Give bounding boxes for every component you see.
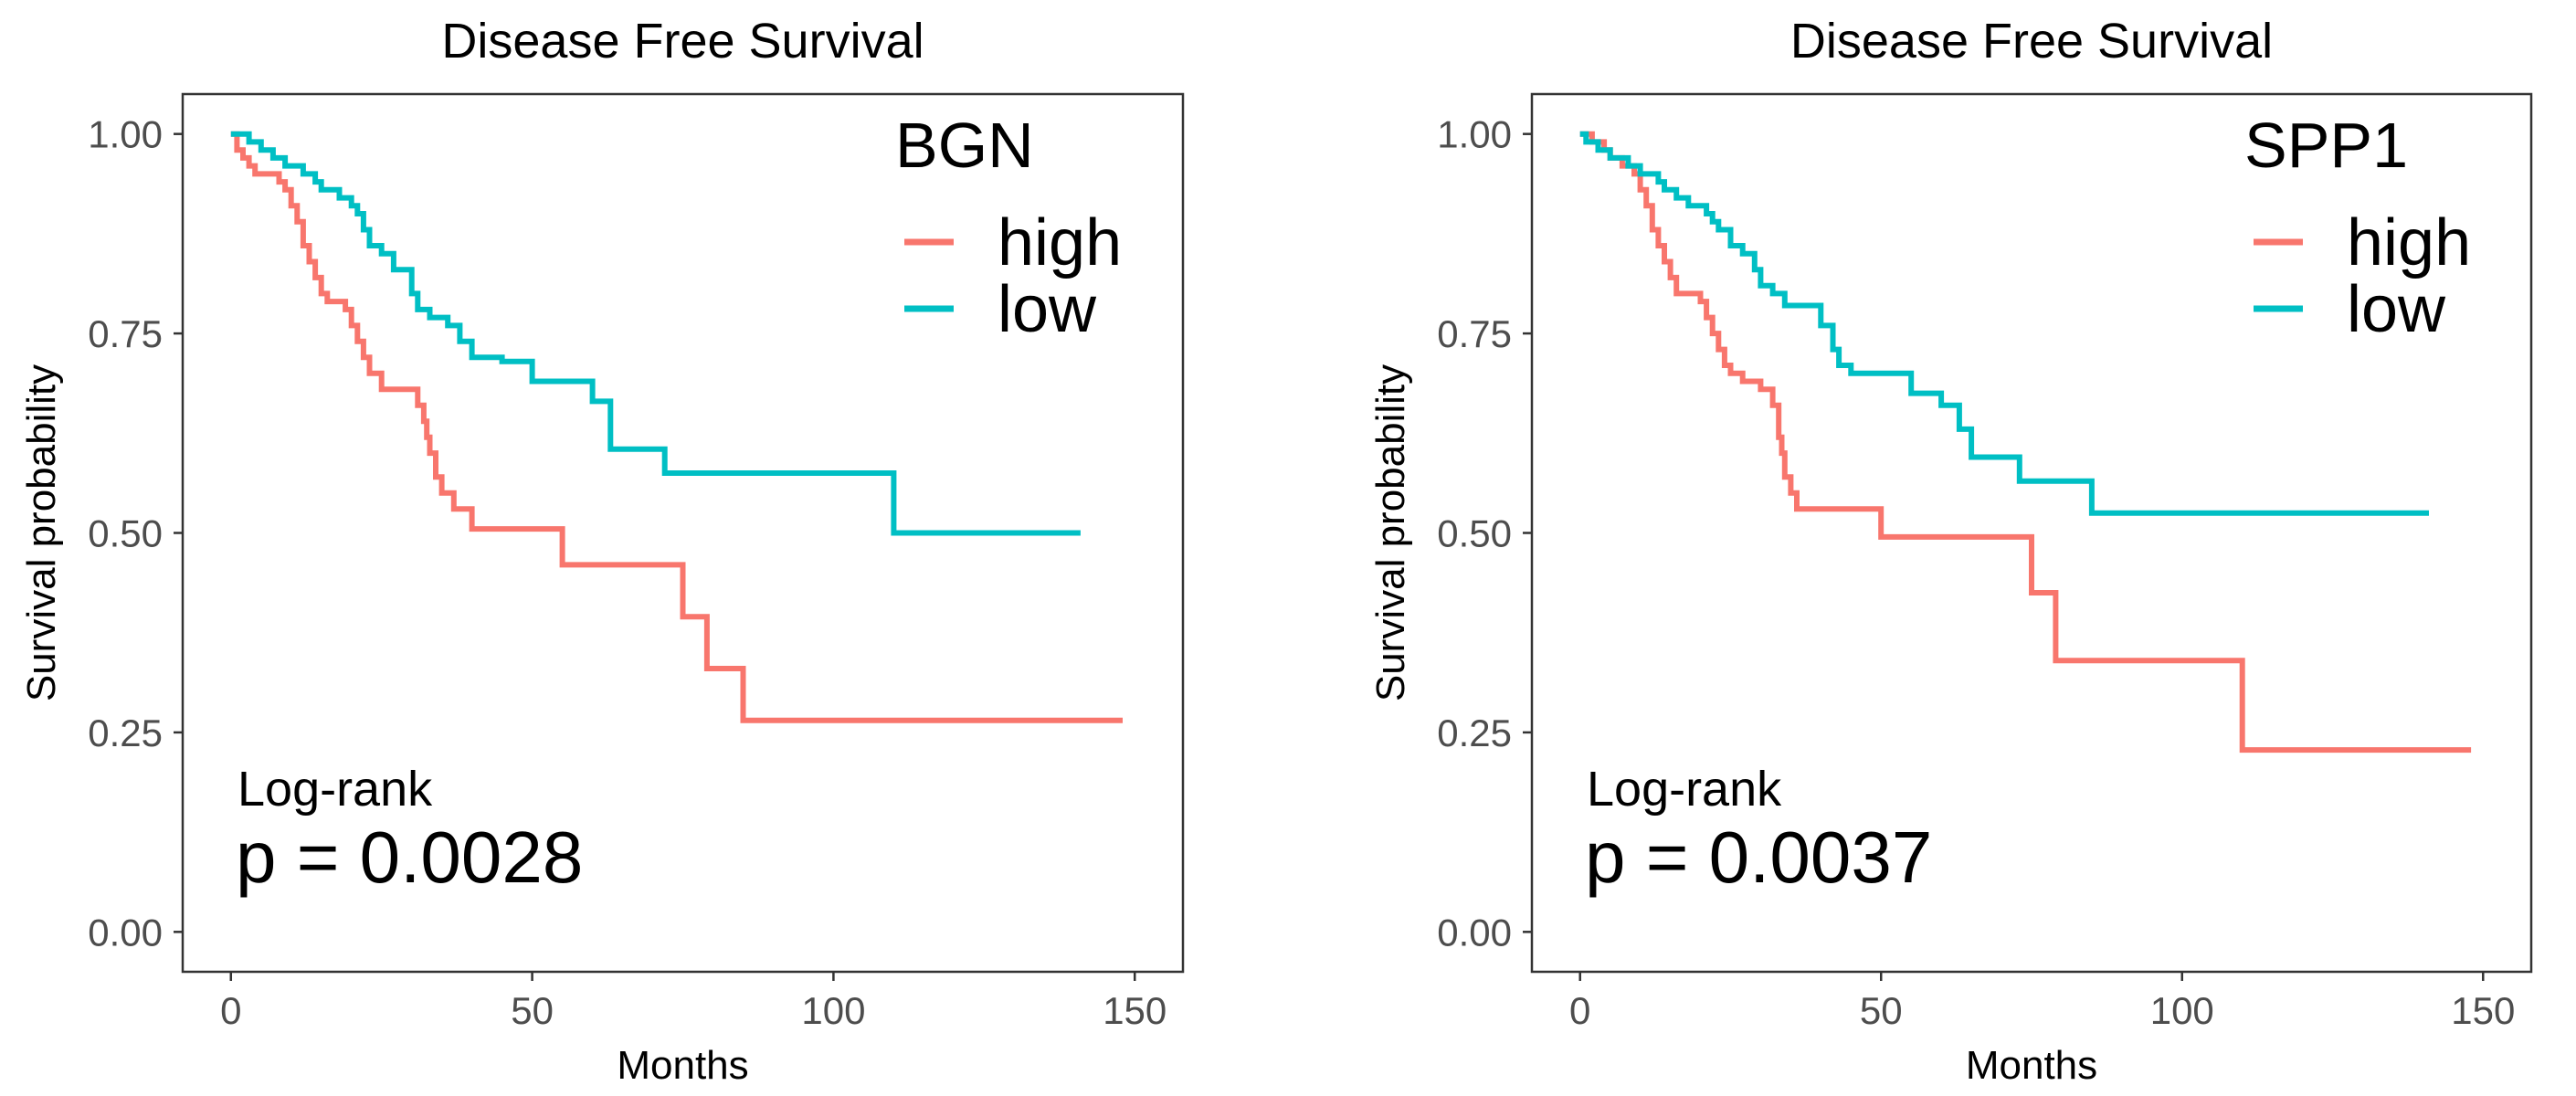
y-tick-label: 0.00: [1437, 911, 1512, 954]
spp1-survival-panel: Disease Free Survival 0 50 100 150 0.00 0.25 0.…: [1368, 14, 2533, 1088]
y-tick-label: 0.75: [88, 312, 163, 355]
x-tick-label: 100: [801, 989, 865, 1032]
x-tick-label: 150: [1103, 989, 1167, 1032]
y-tick-label: 0.00: [88, 911, 163, 954]
chart-title: Disease Free Survival: [441, 14, 924, 68]
p-value-label: p = 0.0037: [1585, 817, 1932, 898]
y-tick-label: 1.00: [1437, 113, 1512, 156]
p-value-label: p = 0.0028: [236, 817, 583, 898]
legend-title: BGN: [895, 110, 1034, 181]
y-axis-title: Survival probability: [19, 364, 64, 701]
y-tick-label: 0.75: [1437, 312, 1512, 355]
x-tick-label: 100: [2150, 989, 2214, 1032]
x-tick-label: 0: [220, 989, 241, 1032]
logrank-label: Log-rank: [1587, 762, 1782, 817]
x-tick-label: 150: [2451, 989, 2515, 1032]
bgn-survival-panel: Disease Free Survival 0 50 100 150 0.00 0.25 0.…: [19, 14, 1185, 1088]
legend-label-high: high: [2347, 206, 2471, 279]
y-tick-label: 0.50: [1437, 512, 1512, 555]
y-tick-label: 0.50: [88, 512, 163, 555]
y-tick-label: 0.25: [88, 711, 163, 754]
survival-curve-high: [230, 131, 1123, 723]
legend-title: SPP1: [2244, 110, 2408, 181]
legend-label-low: low: [998, 273, 1097, 346]
y-axis-title: Survival probability: [1368, 364, 1413, 701]
y-tick-label: 1.00: [88, 113, 163, 156]
x-axis-title: Months: [1966, 1043, 2097, 1088]
logrank-label: Log-rank: [238, 762, 433, 817]
y-tick-label: 0.25: [1437, 711, 1512, 754]
survival-curve-low: [230, 131, 1081, 536]
legend-label-high: high: [998, 206, 1122, 279]
survival-curve-high: [1579, 131, 2472, 754]
legend-label-low: low: [2347, 273, 2446, 346]
survival-curve-low: [1579, 131, 2429, 516]
chart-title: Disease Free Survival: [1790, 14, 2273, 68]
x-tick-label: 50: [1860, 989, 1903, 1032]
x-tick-label: 0: [1569, 989, 1590, 1032]
x-axis-title: Months: [617, 1043, 748, 1088]
x-tick-label: 50: [511, 989, 554, 1032]
